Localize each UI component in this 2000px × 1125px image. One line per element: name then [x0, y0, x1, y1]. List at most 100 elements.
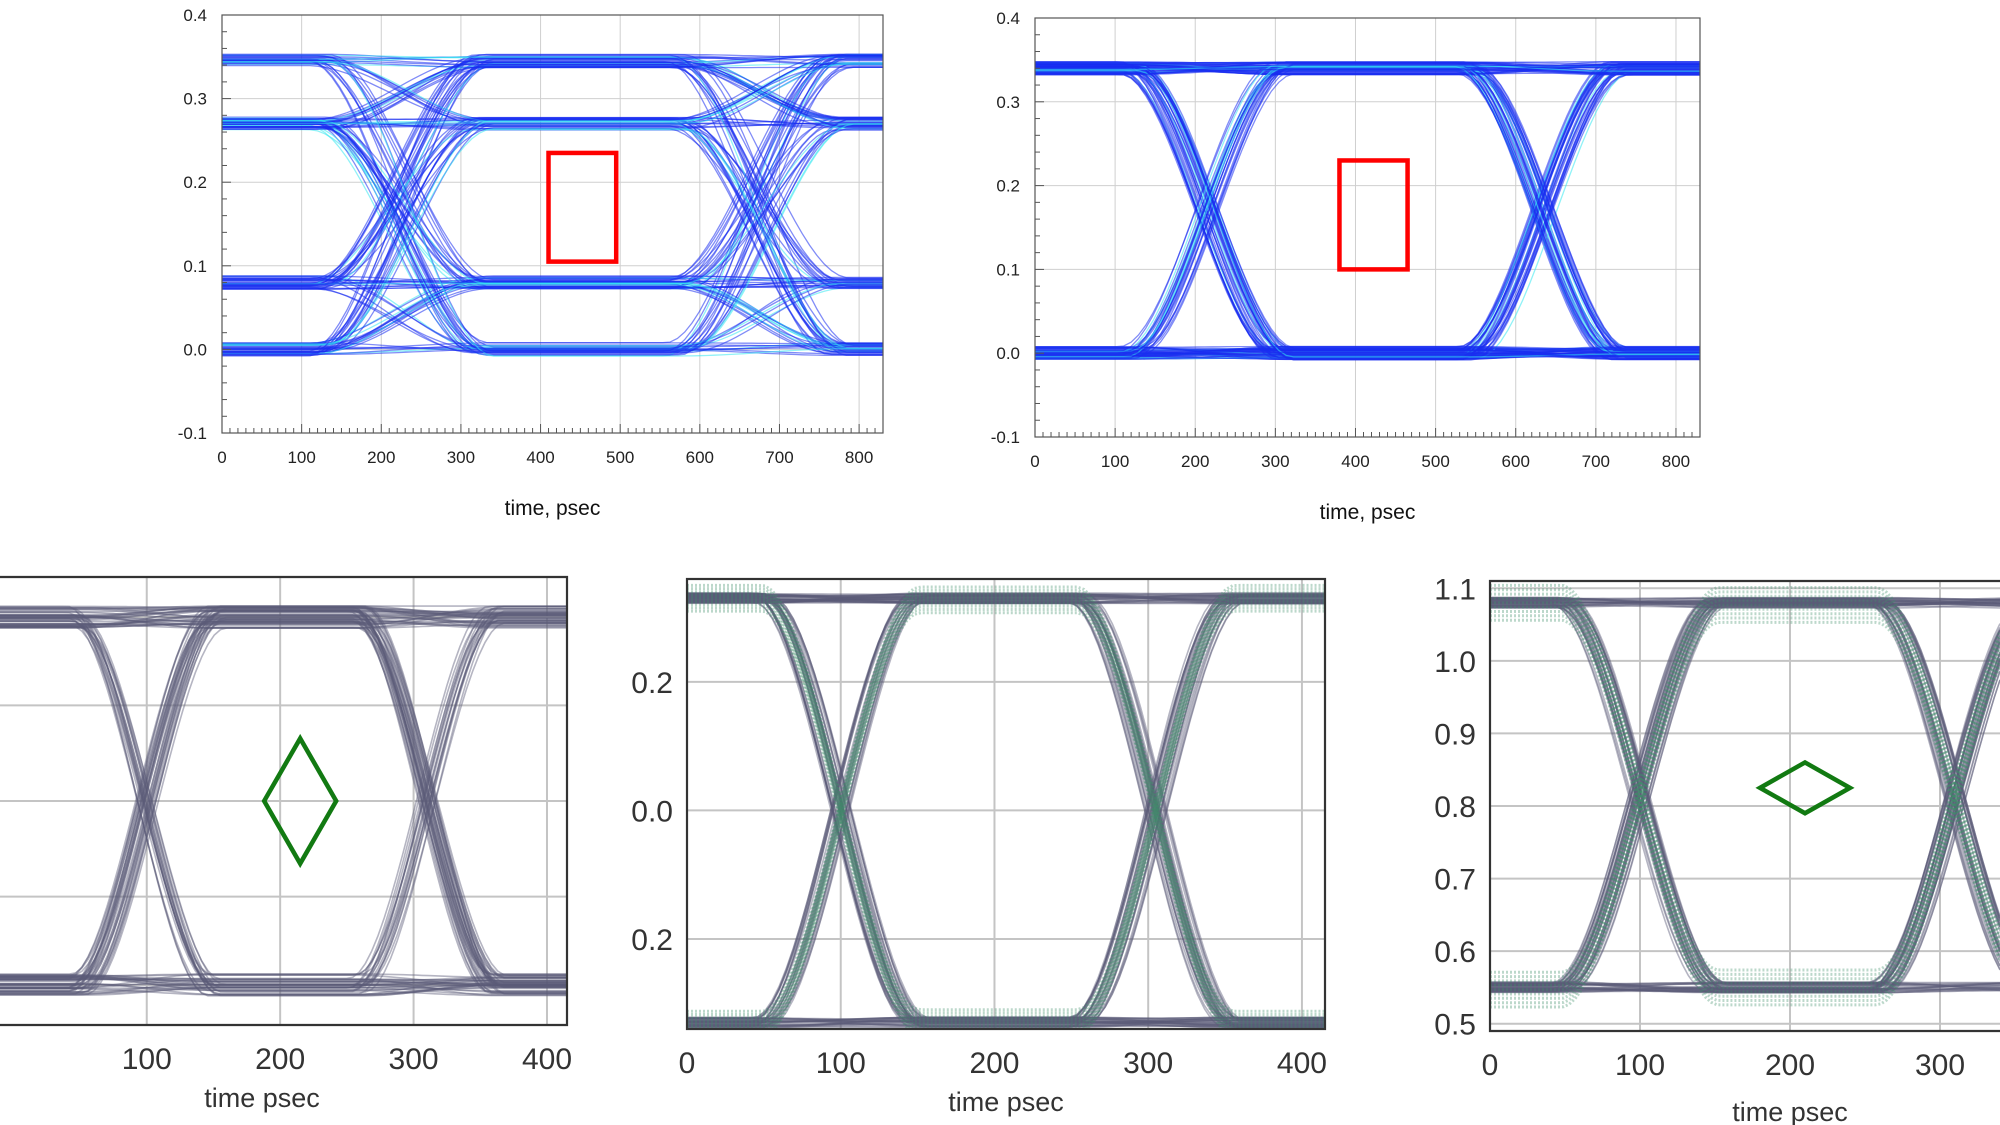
signal-trace [0, 607, 567, 976]
signal-trace [1035, 65, 1700, 358]
y-tick-label: 0.1 [996, 260, 1020, 279]
signal-trace [1490, 607, 2000, 994]
signal-trace [1490, 600, 2000, 986]
signal-trace [1490, 599, 2000, 992]
signal-trace [1035, 70, 1700, 352]
signal-trace [1490, 597, 2000, 985]
signal-trace [1490, 601, 2000, 945]
signal-trace [1490, 601, 2000, 927]
signal-trace [687, 592, 1325, 1024]
signal-trace [0, 605, 567, 611]
y-tick-label: 1.0 [1434, 646, 1476, 679]
y-tick-label: 0.8 [1434, 791, 1476, 824]
signal-trace [0, 614, 567, 985]
signal-trace [687, 594, 1325, 1021]
signal-trace [687, 599, 1325, 1026]
signal-trace [1035, 67, 1700, 349]
signal-trace [0, 605, 567, 981]
signal-trace [1490, 597, 2000, 604]
signal-trace [1490, 596, 2000, 602]
signal-trace [0, 606, 567, 979]
signal-trace [0, 620, 567, 990]
signal-trace [222, 59, 883, 353]
signal-trace [1490, 982, 2000, 991]
x-tick-label: 400 [1277, 1047, 1327, 1080]
y-tick-label: 0.6 [1434, 936, 1476, 969]
signal-trace [1490, 604, 2000, 988]
signal-trace [1490, 597, 2000, 601]
signal-trace [687, 596, 1325, 1024]
signal-trace [1490, 597, 2000, 607]
signal-trace [0, 607, 567, 619]
signal-trace [687, 598, 1325, 1026]
x-tick-label: 600 [686, 448, 714, 467]
signal-trace [687, 597, 1325, 1028]
signal-trace [222, 284, 883, 355]
signal-trace [1490, 602, 2000, 990]
signal-trace [1035, 68, 1700, 361]
signal-trace [1035, 62, 1700, 358]
signal-trace [687, 593, 1325, 1023]
signal-trace [687, 601, 1325, 1026]
signal-trace [0, 611, 567, 989]
signal-trace [1035, 70, 1700, 360]
signal-trace [1035, 70, 1700, 355]
signal-trace [0, 605, 567, 615]
signal-trace [1490, 605, 2000, 993]
signal-trace [0, 605, 567, 986]
signal-trace [687, 601, 1325, 1023]
signal-trace [1035, 71, 1700, 360]
signal-trace [1490, 603, 2000, 984]
signal-trace [0, 610, 567, 993]
signal-trace [1035, 62, 1700, 356]
eye-mask-rectangle [546, 150, 619, 264]
signal-trace [1035, 62, 1700, 361]
signal-trace [1035, 67, 1700, 356]
signal-trace [0, 616, 567, 986]
signal-trace [222, 66, 883, 356]
signal-trace [687, 593, 1325, 603]
signal-trace [0, 621, 567, 628]
y-tick-label: 0.3 [996, 93, 1020, 112]
signal-trace [1035, 65, 1700, 350]
signal-trace [687, 595, 1325, 1021]
signal-trace-band [687, 592, 1325, 1020]
x-tick-label: 0 [217, 448, 226, 467]
signal-trace [1035, 64, 1700, 353]
signal-trace [687, 1019, 1325, 1028]
signal-trace [1035, 65, 1700, 358]
signal-trace [0, 614, 567, 627]
x-axis-label: time psec [1732, 1097, 1848, 1125]
signal-trace [1490, 651, 2000, 992]
signal-trace [687, 592, 1325, 1024]
signal-trace [1490, 665, 2000, 985]
signal-trace [1035, 65, 1700, 351]
signal-trace [222, 282, 883, 349]
y-tick-label: 0.4 [183, 6, 207, 25]
signal-trace [0, 609, 567, 987]
signal-trace [0, 607, 567, 626]
signal-trace [0, 619, 567, 988]
signal-trace [687, 594, 1325, 1025]
signal-trace [0, 983, 567, 993]
plot-frame [1034, 17, 1701, 438]
signal-trace [0, 610, 567, 995]
x-tick-label: 0 [679, 1047, 696, 1080]
signal-trace [0, 622, 567, 981]
signal-trace [222, 58, 883, 280]
signal-trace [222, 63, 883, 289]
signal-trace [1490, 981, 2000, 992]
signal-trace [1490, 600, 2000, 987]
signal-trace [687, 1020, 1325, 1025]
signal-trace [687, 592, 1325, 1019]
signal-trace [1490, 986, 2000, 993]
signal-trace [1490, 641, 2000, 986]
signal-trace [1035, 65, 1700, 356]
signal-trace [0, 608, 567, 993]
signal-trace [1035, 62, 1700, 357]
signal-trace [687, 600, 1325, 1029]
signal-trace [687, 596, 1325, 1024]
x-tick-label: 100 [1615, 1049, 1665, 1082]
signal-trace [1490, 605, 2000, 992]
signal-trace [1035, 68, 1700, 349]
